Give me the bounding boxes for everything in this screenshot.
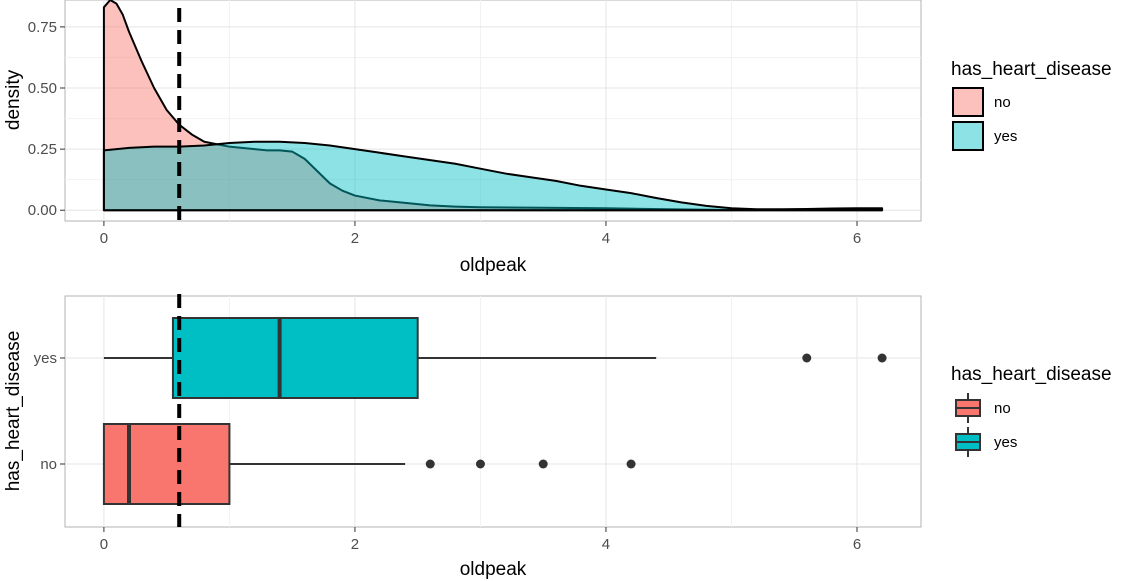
box-yes xyxy=(103,317,887,399)
density-legend-key-no xyxy=(952,87,984,117)
boxplot-boxes xyxy=(102,317,887,505)
density-x-tick-label: 4 xyxy=(602,230,610,247)
density-legend-label-no: no xyxy=(994,94,1011,111)
box-outlier xyxy=(802,353,812,363)
density-legend-key-yes xyxy=(952,121,984,151)
box-outlier xyxy=(626,459,636,469)
density-y-tick-label: 0.50 xyxy=(28,80,57,97)
boxplot-legend-items: no yes xyxy=(955,393,1017,457)
density-plot-panel xyxy=(64,0,922,222)
density-legend-key-bg xyxy=(952,121,984,151)
density-x-tick-label: 6 xyxy=(853,230,861,247)
density-area-yes xyxy=(102,140,884,212)
boxplot-legend-key-yes xyxy=(955,427,981,457)
density-area-no xyxy=(102,0,884,212)
density-y-tick-label: 0.25 xyxy=(28,141,57,158)
boxplot-legend-label-no: no xyxy=(994,400,1011,417)
boxplot-x-tick-label: 6 xyxy=(853,536,861,553)
boxplot-legend-label-yes: yes xyxy=(994,434,1017,451)
density-legend: has_heart_disease no yes xyxy=(951,59,1112,151)
box-outlier xyxy=(425,459,435,469)
boxplot-x-ticks: 0 2 4 6 xyxy=(100,527,861,553)
box-outlier xyxy=(877,353,887,363)
boxplot-x-tick-label: 0 xyxy=(100,536,108,553)
box-outlier xyxy=(475,459,485,469)
density-legend-key-bg xyxy=(952,87,984,117)
boxplot-chart: 0 2 4 6 yes no oldpeak has_heart_disease has… xyxy=(3,294,1112,580)
box-iqr xyxy=(171,317,419,399)
boxplot-y-tick-label: no xyxy=(40,456,57,473)
boxplot-x-tick-label: 2 xyxy=(351,536,359,553)
boxplot-y-ticks: yes no xyxy=(34,350,65,473)
boxplot-legend: has_heart_disease no yes xyxy=(951,364,1112,457)
density-chart: 0 2 4 6 0.00 0.25 0.50 0.75 oldpeak density ha… xyxy=(3,0,1112,276)
density-x-ticks: 0 2 4 6 xyxy=(100,221,861,247)
boxplot-legend-title: has_heart_disease xyxy=(951,364,1112,385)
density-areas xyxy=(102,0,884,212)
density-y-axis-title: density xyxy=(3,69,24,130)
density-legend-label-yes: yes xyxy=(994,128,1017,145)
box-outlier xyxy=(538,459,548,469)
boxplot-y-tick-label: yes xyxy=(34,350,57,367)
density-y-tick-label: 0.75 xyxy=(28,19,57,36)
boxplot-x-tick-label: 4 xyxy=(602,536,610,553)
density-x-tick-label: 0 xyxy=(100,230,108,247)
density-x-tick-label: 2 xyxy=(351,230,359,247)
boxplot-legend-key-no xyxy=(955,393,981,423)
density-legend-items: no yes xyxy=(952,87,1017,151)
density-y-tick-label: 0.00 xyxy=(28,202,57,219)
density-x-axis-title: oldpeak xyxy=(460,255,527,276)
boxplot-y-axis-title: has_heart_disease xyxy=(3,331,24,492)
box-no xyxy=(102,423,636,505)
density-y-ticks: 0.00 0.25 0.50 0.75 xyxy=(28,19,65,219)
density-legend-title: has_heart_disease xyxy=(951,59,1112,80)
boxplot-x-axis-title: oldpeak xyxy=(460,559,527,580)
box-iqr xyxy=(102,423,231,505)
